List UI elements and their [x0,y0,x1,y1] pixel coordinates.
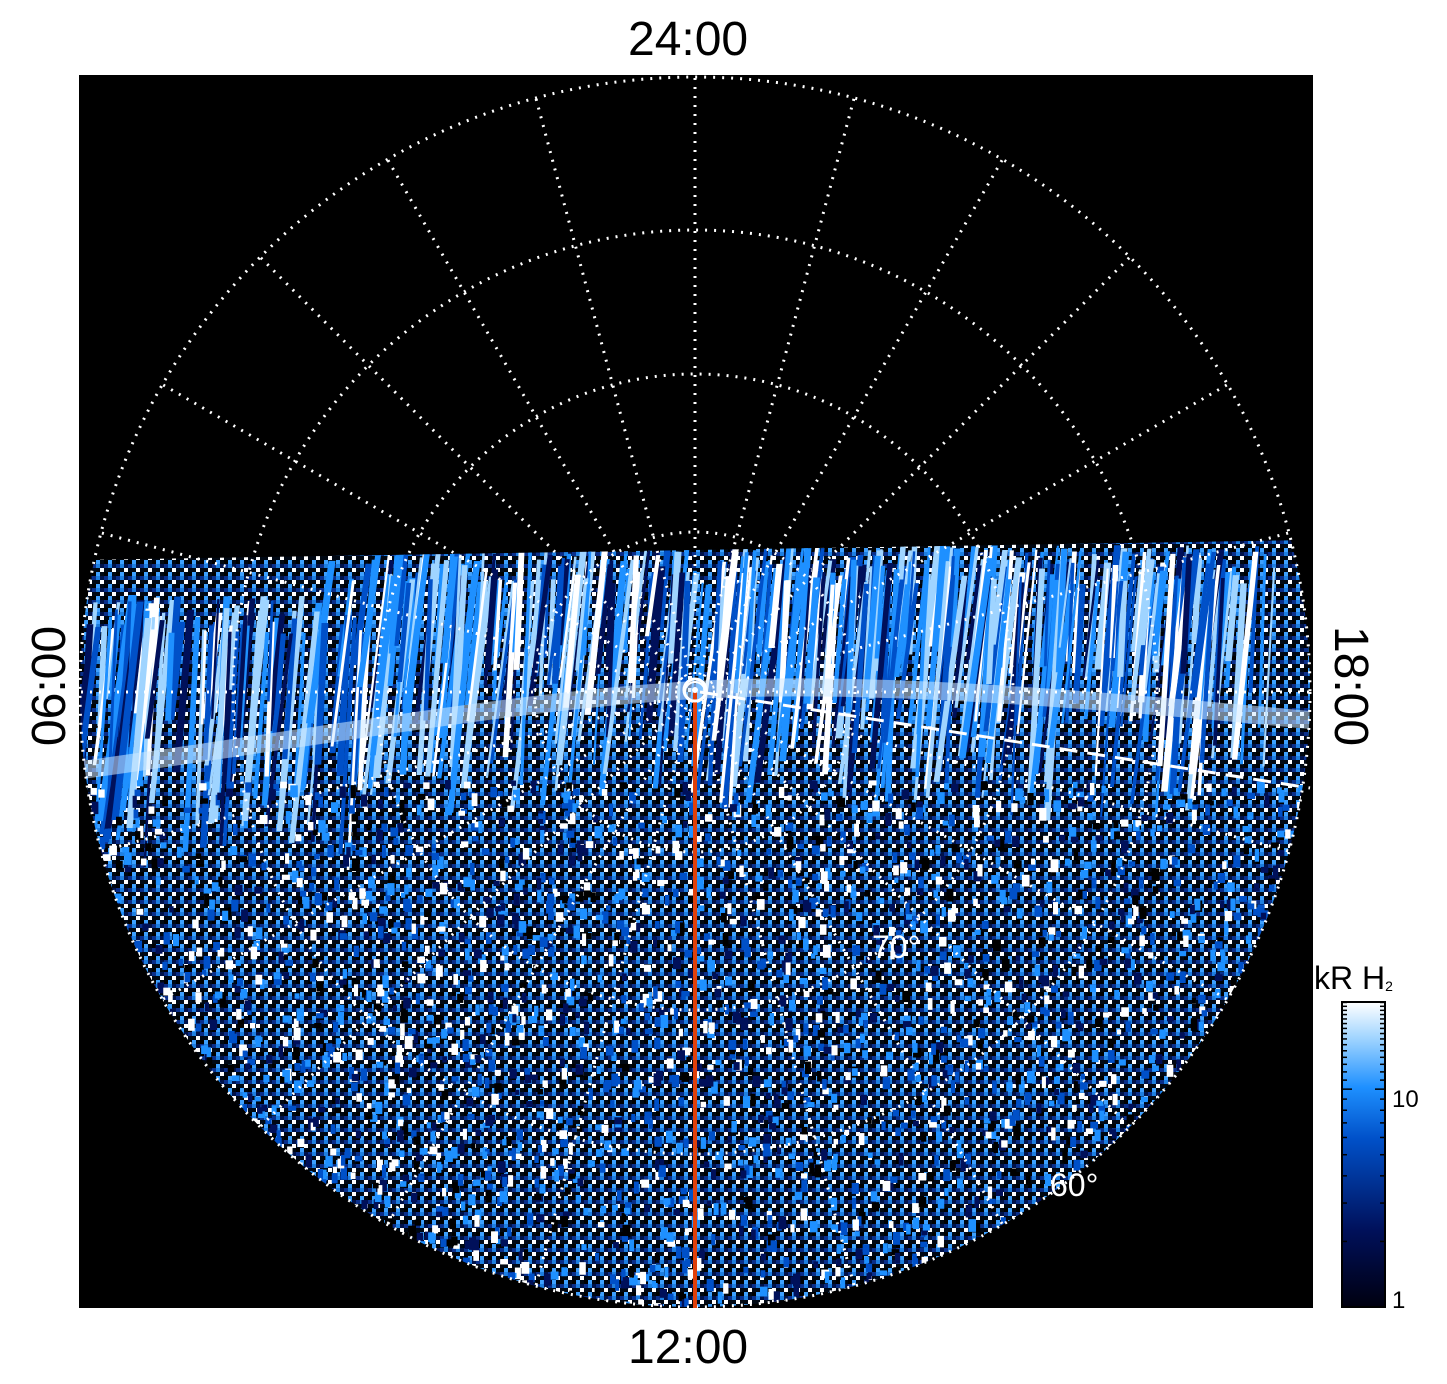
colorbar-tick-10: 10 [1392,1086,1419,1113]
label-12-00: 12:00 [628,1321,749,1374]
colorbar-tick-1: 1 [1392,1287,1406,1314]
colorbar-title: kR H2 [1314,960,1393,996]
label-06-00: 06:00 [23,625,77,747]
latitude-label-60: 60° [1050,1167,1098,1203]
pole-marker-icon [682,677,708,703]
latitude-label-70: 70° [872,929,920,965]
label-18-00: 18:00 [1324,625,1378,747]
label-24-00: 24:00 [628,13,749,66]
colorbar [1341,1001,1386,1308]
terminator-line [699,690,1311,790]
